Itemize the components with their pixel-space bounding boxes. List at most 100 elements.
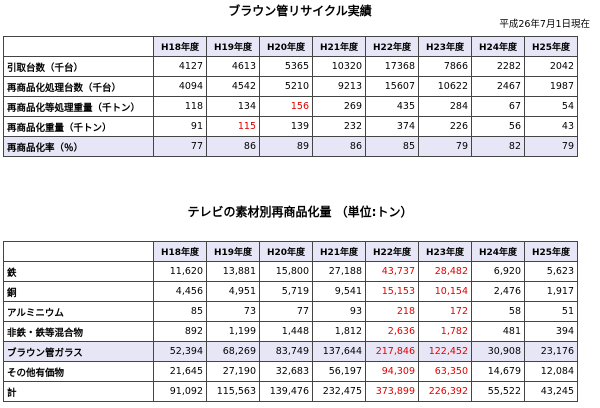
table-cell: 5365 bbox=[259, 56, 313, 77]
table-cell: 7866 bbox=[418, 56, 472, 77]
table-cell: 63,350 bbox=[418, 361, 472, 382]
table-cell: 83,749 bbox=[259, 341, 313, 362]
year-header: H22年度 bbox=[365, 241, 419, 262]
table-row: 再商品化率（％） 77 86 89 86 85 79 82 79 bbox=[3, 136, 578, 157]
table-cell: 91,092 bbox=[153, 381, 207, 402]
table-cell: 6,920 bbox=[471, 261, 525, 282]
table-cell: 373,899 bbox=[365, 381, 419, 402]
table-cell: 43,245 bbox=[524, 381, 578, 402]
year-header: H25年度 bbox=[524, 36, 578, 57]
table-cell: 14,679 bbox=[471, 361, 525, 382]
table-cell: 9,541 bbox=[312, 281, 366, 302]
table-cell: 43,737 bbox=[365, 261, 419, 282]
table-cell: 481 bbox=[471, 321, 525, 342]
table-cell: 91 bbox=[153, 116, 207, 137]
row-label: アルミニウム bbox=[3, 301, 154, 322]
table-cell: 4542 bbox=[206, 76, 260, 97]
table-cell: 56 bbox=[471, 116, 525, 137]
row-label: 再商品化率（％） bbox=[3, 136, 154, 157]
header-corner bbox=[3, 241, 154, 262]
header-corner bbox=[3, 36, 154, 57]
table-cell: 32,683 bbox=[259, 361, 313, 382]
row-label: 再商品化処理台数（千台） bbox=[3, 76, 154, 97]
year-header: H23年度 bbox=[418, 241, 472, 262]
table-cell: 269 bbox=[312, 96, 366, 117]
table-cell: 435 bbox=[365, 96, 419, 117]
table-cell: 1,917 bbox=[524, 281, 578, 302]
table-cell: 86 bbox=[312, 136, 366, 157]
table-row: 再商品化処理台数（千台） 4094 4542 5210 9213 15607 10622 24… bbox=[3, 76, 578, 97]
table-cell: 30,908 bbox=[471, 341, 525, 362]
table-row: 計 91,092 115,563 139,476 232,475 373,899 226,3… bbox=[3, 381, 578, 402]
recycling-results-table: H18年度 H19年度 H20年度 H21年度 H22年度 H23年度 H24年度 H25年度… bbox=[3, 36, 578, 157]
table-cell: 15,153 bbox=[365, 281, 419, 302]
table-cell: 67 bbox=[471, 96, 525, 117]
table-cell: 1987 bbox=[524, 76, 578, 97]
row-label: 鉄 bbox=[3, 261, 154, 282]
table-cell: 51 bbox=[524, 301, 578, 322]
table-cell: 1,812 bbox=[312, 321, 366, 342]
row-label: 計 bbox=[3, 381, 154, 402]
table-cell: 1,782 bbox=[418, 321, 472, 342]
table-cell: 156 bbox=[259, 96, 313, 117]
table-cell: 226 bbox=[418, 116, 472, 137]
table-cell: 122,452 bbox=[418, 341, 472, 362]
year-header: H22年度 bbox=[365, 36, 419, 57]
table-cell: 284 bbox=[418, 96, 472, 117]
year-header: H19年度 bbox=[206, 241, 260, 262]
table-row: 引取台数（千台） 4127 4613 5365 10320 17368 7866 2282 20… bbox=[3, 56, 578, 77]
table-cell: 2042 bbox=[524, 56, 578, 77]
table-cell: 226,392 bbox=[418, 381, 472, 402]
table-cell: 115,563 bbox=[206, 381, 260, 402]
table-cell: 5,623 bbox=[524, 261, 578, 282]
table-cell: 77 bbox=[153, 136, 207, 157]
table-cell: 10320 bbox=[312, 56, 366, 77]
table-cell: 118 bbox=[153, 96, 207, 117]
table-cell: 11,620 bbox=[153, 261, 207, 282]
table1-title: ブラウン管リサイクル実績 bbox=[228, 4, 372, 18]
year-header: H21年度 bbox=[312, 241, 366, 262]
table-row: 再商品化等処理重量（千トン） 118 134 156 269 435 284 67 54 bbox=[3, 96, 578, 117]
table-cell: 17368 bbox=[365, 56, 419, 77]
table-cell: 85 bbox=[153, 301, 207, 322]
table-cell: 12,084 bbox=[524, 361, 578, 382]
table-cell: 28,482 bbox=[418, 261, 472, 282]
date-note: 平成26年7月1日現在 bbox=[499, 19, 590, 30]
table-cell: 10622 bbox=[418, 76, 472, 97]
table-cell: 15,800 bbox=[259, 261, 313, 282]
year-header: H18年度 bbox=[153, 36, 207, 57]
year-header: H21年度 bbox=[312, 36, 366, 57]
table-cell: 139,476 bbox=[259, 381, 313, 402]
row-label: 非鉄・鉄等混合物 bbox=[3, 321, 154, 342]
table-cell: 4,456 bbox=[153, 281, 207, 302]
table-cell: 58 bbox=[471, 301, 525, 322]
year-header: H23年度 bbox=[418, 36, 472, 57]
table-cell: 172 bbox=[418, 301, 472, 322]
table-cell: 4094 bbox=[153, 76, 207, 97]
table-cell: 5210 bbox=[259, 76, 313, 97]
table-cell: 68,269 bbox=[206, 341, 260, 362]
header-row: H18年度 H19年度 H20年度 H21年度 H22年度 H23年度 H24年度 H25年度 bbox=[3, 241, 578, 262]
table-cell: 2467 bbox=[471, 76, 525, 97]
table-cell: 115 bbox=[206, 116, 260, 137]
table-row: 銅 4,456 4,951 5,719 9,541 15,153 10,154 2,476 1,… bbox=[3, 281, 578, 302]
table-row: 再商品化重量（千トン） 91 115 139 232 374 226 56 43 bbox=[3, 116, 578, 137]
table-cell: 892 bbox=[153, 321, 207, 342]
table-cell: 55,522 bbox=[471, 381, 525, 402]
material-recycling-table: H18年度 H19年度 H20年度 H21年度 H22年度 H23年度 H24年度 H25年度… bbox=[3, 241, 578, 402]
table-cell: 4613 bbox=[206, 56, 260, 77]
table-cell: 1,448 bbox=[259, 321, 313, 342]
table-cell: 52,394 bbox=[153, 341, 207, 362]
year-header: H24年度 bbox=[471, 36, 525, 57]
table-cell: 15607 bbox=[365, 76, 419, 97]
row-label: その他有価物 bbox=[3, 361, 154, 382]
table-row: 鉄 11,620 13,881 15,800 27,188 43,737 28,482 6,9… bbox=[3, 261, 578, 282]
year-header: H24年度 bbox=[471, 241, 525, 262]
year-header: H20年度 bbox=[259, 36, 313, 57]
table-cell: 13,881 bbox=[206, 261, 260, 282]
year-header: H20年度 bbox=[259, 241, 313, 262]
table2-title: テレビの素材別再商品化量 （単位:トン） bbox=[187, 205, 413, 219]
table-cell: 73 bbox=[206, 301, 260, 322]
year-header: H18年度 bbox=[153, 241, 207, 262]
table-cell: 4127 bbox=[153, 56, 207, 77]
